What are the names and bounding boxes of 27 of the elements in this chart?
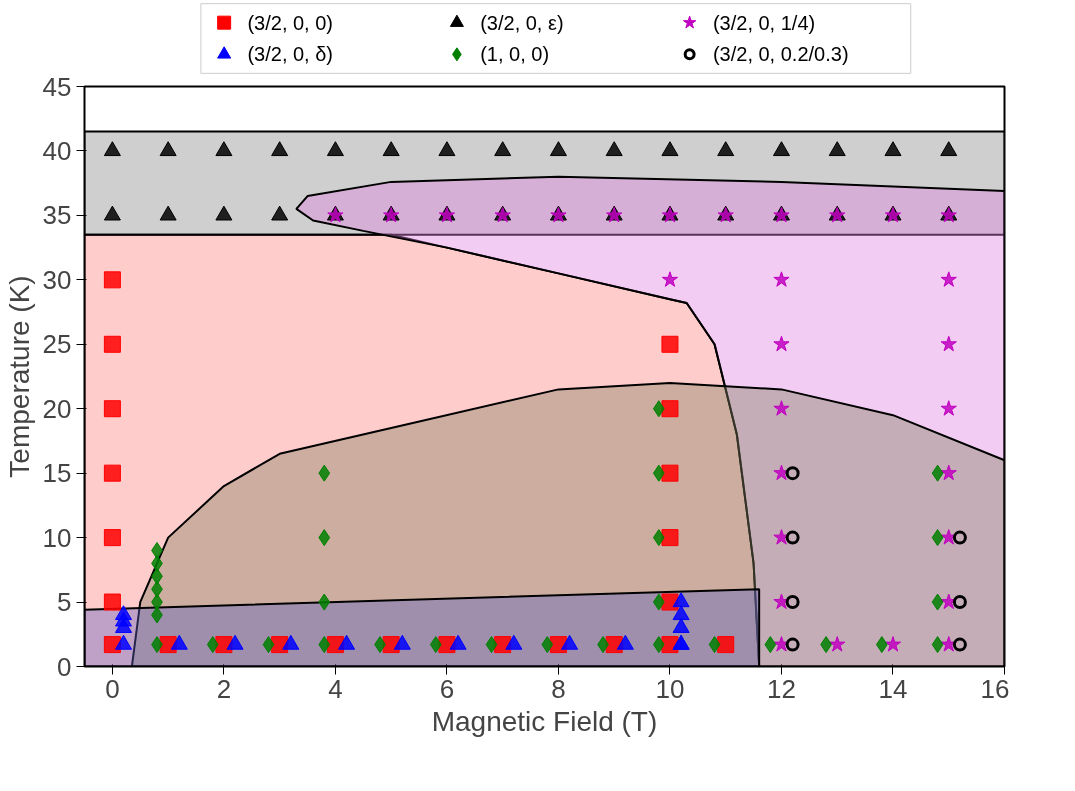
y-tick-label: 20 (42, 393, 72, 424)
x-tick-label: 0 (105, 673, 120, 704)
legend-label: (3/2, 0, 1/4) (712, 11, 816, 34)
x-tick-label: 14 (878, 673, 908, 704)
x-axis-title: Magnetic Field (T) (431, 705, 658, 737)
x-tick-label: 8 (551, 673, 566, 704)
legend-label: (1, 0, 0) (480, 43, 550, 66)
legend-label: (3/2, 0, δ) (247, 43, 334, 66)
legend-label: (3/2, 0, 0.2/0.3) (712, 43, 849, 66)
y-tick-label: 35 (42, 200, 72, 231)
x-tick-label: 12 (767, 673, 796, 704)
x-tick-label: 4 (328, 673, 343, 704)
y-axis-title: Temperature (K) (3, 275, 35, 478)
legend-label: (3/2, 0, ε) (480, 11, 564, 34)
y-tick-label: 5 (57, 587, 72, 618)
y-tick-label: 40 (42, 135, 72, 166)
y-tick-label: 10 (42, 522, 72, 553)
legend-label: (3/2, 0, 0) (247, 11, 334, 34)
y-tick-label: 25 (42, 329, 72, 360)
x-tick-label: 2 (216, 673, 232, 704)
x-tick-label: 16 (980, 673, 1010, 704)
y-tick-label: 15 (42, 458, 72, 489)
y-tick-label: 45 (42, 71, 72, 102)
x-tick-label: 10 (655, 673, 685, 704)
y-tick-label: 30 (42, 264, 72, 295)
x-tick-label: 6 (439, 673, 455, 704)
y-tick-label: 0 (57, 651, 72, 682)
